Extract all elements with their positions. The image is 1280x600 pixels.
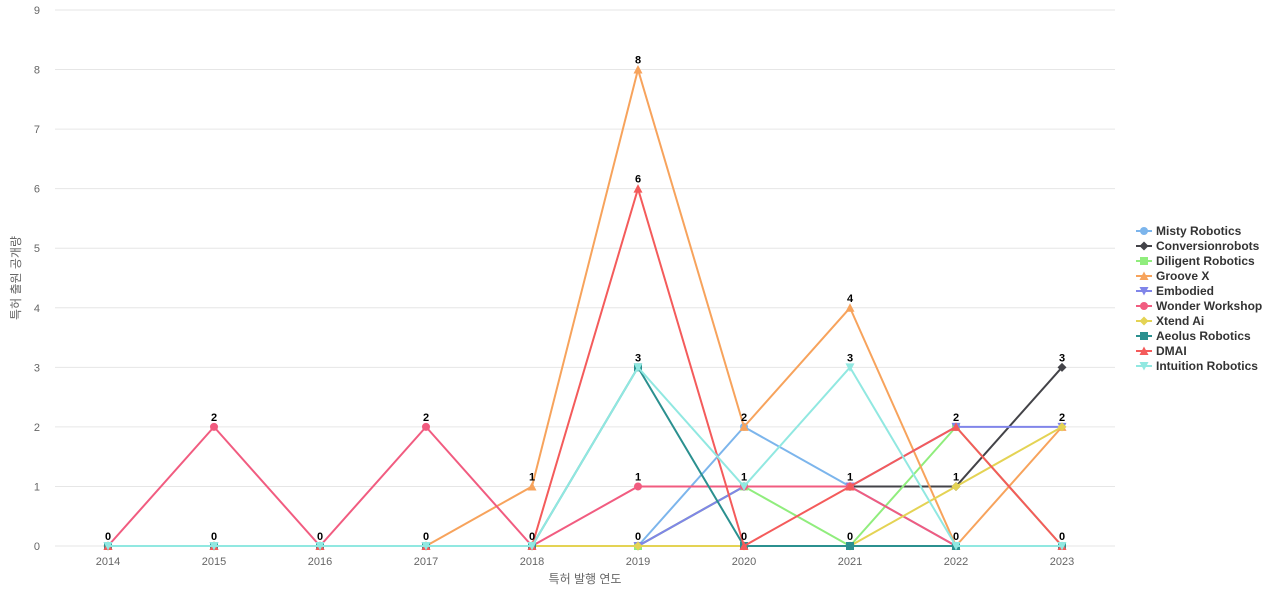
legend-diligent-robotics-marker <box>1140 257 1148 265</box>
data-label: 0 <box>1059 531 1065 543</box>
y-axis-title: 특허 출원 공개량 <box>9 236 23 320</box>
legend-misty-robotics-marker <box>1140 227 1148 235</box>
x-axis-title: 특허 발행 연도 <box>549 571 622 586</box>
data-label: 0 <box>529 531 535 543</box>
data-label: 3 <box>847 352 853 364</box>
data-label: 0 <box>105 531 111 543</box>
legend-label: Embodied <box>1156 284 1214 298</box>
x-tick-label: 2018 <box>520 556 544 568</box>
data-label: 3 <box>1059 352 1065 364</box>
point-wonder-workshop-marker <box>210 423 218 431</box>
x-tick-label: 2016 <box>308 556 332 568</box>
legend-label: Groove X <box>1156 269 1209 283</box>
legend-item-xtend-ai[interactable]: Xtend Ai <box>1136 314 1204 328</box>
y-tick-label: 9 <box>34 5 40 17</box>
data-label: 0 <box>423 531 429 543</box>
legend-item-dmai[interactable]: DMAI <box>1136 344 1187 358</box>
legend-label: Conversionrobots <box>1156 239 1260 253</box>
point-wonder-workshop-marker <box>634 482 642 490</box>
data-label: 2 <box>211 412 217 424</box>
y-tick-label: 5 <box>34 243 40 255</box>
data-label: 0 <box>317 531 323 543</box>
legend-item-intuition-robotics[interactable]: Intuition Robotics <box>1136 359 1258 373</box>
data-label: 0 <box>741 531 747 543</box>
y-tick-label: 0 <box>34 541 40 553</box>
legend-item-groove-x[interactable]: Groove X <box>1136 269 1209 283</box>
x-tick-label: 2023 <box>1050 556 1074 568</box>
legend-label: DMAI <box>1156 344 1187 358</box>
data-label: 3 <box>635 352 641 364</box>
data-label: 0 <box>211 531 217 543</box>
x-tick-label: 2020 <box>732 556 756 568</box>
data-label: 1 <box>635 471 641 483</box>
data-label: 2 <box>741 412 747 424</box>
series-line-intuition-robotics <box>108 367 1062 546</box>
x-tick-label: 2021 <box>838 556 862 568</box>
legend-conversionrobots-marker <box>1140 242 1149 251</box>
legend-item-wonder-workshop[interactable]: Wonder Workshop <box>1136 299 1262 313</box>
legend-aeolus-robotics-marker <box>1140 332 1148 340</box>
y-tick-label: 3 <box>34 362 40 374</box>
x-tick-label: 2017 <box>414 556 438 568</box>
data-label: 0 <box>847 531 853 543</box>
y-tick-label: 1 <box>34 481 40 493</box>
legend-item-diligent-robotics[interactable]: Diligent Robotics <box>1136 254 1255 268</box>
legend-label: Aeolus Robotics <box>1156 329 1251 343</box>
data-label: 1 <box>953 471 959 483</box>
y-tick-label: 8 <box>34 65 40 77</box>
y-tick-label: 6 <box>34 184 40 196</box>
data-label: 0 <box>953 531 959 543</box>
legend-label: Misty Robotics <box>1156 224 1242 238</box>
series-intuition-robotics <box>104 363 1067 550</box>
data-label: 2 <box>423 412 429 424</box>
legend-label: Intuition Robotics <box>1156 359 1258 373</box>
data-label: 2 <box>1059 412 1065 424</box>
legend-label: Diligent Robotics <box>1156 254 1255 268</box>
legend-label: Wonder Workshop <box>1156 299 1262 313</box>
x-tick-label: 2019 <box>626 556 650 568</box>
data-label: 6 <box>635 174 641 186</box>
data-label: 0 <box>635 531 641 543</box>
data-label: 2 <box>953 412 959 424</box>
data-label: 4 <box>847 293 854 305</box>
legend-label: Xtend Ai <box>1156 314 1204 328</box>
x-axis-ticks: 2014 2015 2016 2017 2018 2019 2020 2021 2022 2023 <box>96 556 1074 568</box>
y-tick-label: 7 <box>34 124 40 136</box>
x-tick-label: 2014 <box>96 556 120 568</box>
y-axis-ticks: 0 1 2 3 4 5 6 7 8 9 <box>34 5 40 553</box>
point-wonder-workshop-marker <box>422 423 430 431</box>
x-tick-label: 2015 <box>202 556 226 568</box>
data-label: 1 <box>741 471 747 483</box>
legend-item-embodied[interactable]: Embodied <box>1136 284 1214 298</box>
legend-wonder-workshop-marker <box>1140 302 1148 310</box>
data-label: 1 <box>847 471 853 483</box>
legend-item-aeolus-robotics[interactable]: Aeolus Robotics <box>1136 329 1251 343</box>
x-tick-label: 2022 <box>944 556 968 568</box>
y-tick-label: 2 <box>34 422 40 434</box>
y-tick-label: 4 <box>34 303 40 315</box>
legend-item-conversionrobots[interactable]: Conversionrobots <box>1136 239 1260 253</box>
legend: Misty RoboticsConversionrobotsDiligent R… <box>1136 224 1262 373</box>
legend-xtend-ai-marker <box>1140 317 1149 326</box>
point-aeolus-robotics-marker <box>846 542 854 550</box>
data-label: 8 <box>635 55 641 67</box>
legend-item-misty-robotics[interactable]: Misty Robotics <box>1136 224 1242 238</box>
data-label: 1 <box>529 471 535 483</box>
